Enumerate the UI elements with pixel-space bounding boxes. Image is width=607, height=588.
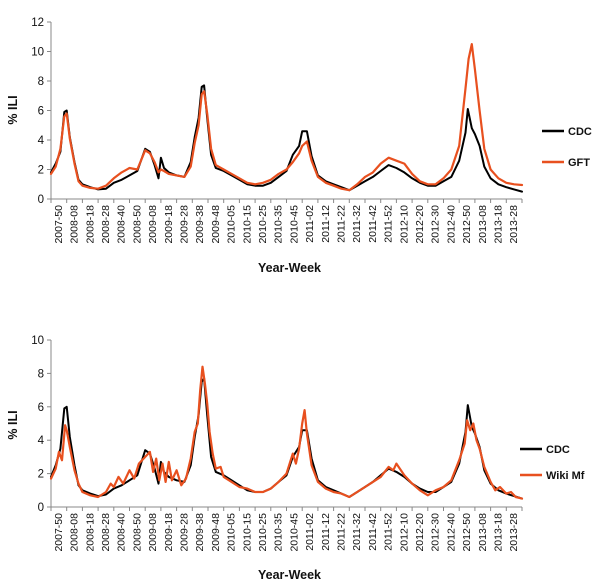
x-tick-label: 2009-08 — [147, 205, 159, 244]
x-tick-label: 2008-50 — [131, 513, 143, 552]
x-tick-label: 2012-30 — [430, 205, 442, 244]
x-tick-label: 2010-05 — [226, 513, 238, 552]
y-tick-label: 10 — [31, 335, 44, 347]
x-tick-label: 2009-18 — [163, 205, 175, 244]
x-tick-label: 2009-48 — [210, 205, 222, 244]
series-line-cdc — [50, 84, 523, 193]
x-tick-label: 2011-12 — [320, 205, 332, 243]
y-tick-label: 12 — [31, 17, 44, 29]
x-tick-label: 2010-45 — [288, 205, 300, 244]
x-tick-label: 2012-30 — [430, 513, 442, 552]
y-tick-label: 0 — [38, 194, 44, 206]
y-tick-label: 8 — [38, 76, 44, 88]
legend-label: GFT — [568, 157, 590, 169]
x-tick-label: 2012-50 — [461, 513, 473, 552]
x-tick-label: 2010-05 — [226, 205, 238, 244]
chart-panel-gft: 0 2 4 6 8 10 12 2007-50 2008-08 2008-18 2008-28 200… — [6, 17, 592, 275]
x-tick-label: 2011-32 — [351, 205, 363, 243]
x-tick-label: 2012-10 — [398, 513, 410, 552]
x-tick-label: 2008-08 — [69, 205, 81, 244]
x-tick-label: 2010-35 — [273, 205, 285, 244]
chart-panel-wiki: 0 2 4 6 8 10 2007-50 2008-08 2008-18 2008-28 2008-… — [6, 335, 585, 582]
x-tick-label: 2011-32 — [351, 513, 363, 551]
x-tick-label: 2010-45 — [288, 513, 300, 552]
y-tick-label: 10 — [31, 47, 44, 59]
x-axis-title: Year-Week — [258, 261, 321, 275]
x-tick-label: 2008-40 — [116, 205, 128, 244]
x-tick-label: 2012-20 — [414, 205, 426, 244]
x-tick-label: 2013-28 — [508, 513, 520, 552]
x-tick-label: 2013-18 — [492, 513, 504, 552]
y-tick-label: 4 — [38, 135, 45, 147]
x-tick-label: 2009-48 — [210, 513, 222, 552]
y-tick-label: 6 — [38, 106, 44, 118]
x-tick-label: 2009-28 — [178, 205, 190, 244]
x-tick-label: 2009-18 — [163, 513, 175, 552]
y-tick-label: 2 — [38, 469, 44, 481]
x-tick-label: 2009-08 — [147, 513, 159, 552]
x-tick-label: 2012-40 — [445, 205, 457, 244]
y-tick-label: 2 — [38, 165, 44, 177]
x-tick-label: 2011-52 — [383, 205, 395, 243]
x-tick-label: 2011-12 — [320, 513, 332, 551]
x-tick-label: 2008-40 — [116, 513, 128, 552]
x-tick-label: 2007-50 — [53, 205, 65, 244]
x-tick-label: 2010-25 — [257, 205, 269, 244]
x-tick-label: 2008-28 — [100, 205, 112, 244]
x-tick-label: 2011-52 — [383, 513, 395, 551]
x-tick-label: 2008-28 — [100, 513, 112, 552]
x-tick-label: 2013-08 — [477, 513, 489, 552]
x-tick-label: 2011-02 — [304, 513, 316, 551]
series-line-gft — [49, 43, 524, 192]
x-tick-label: 2008-50 — [131, 205, 143, 244]
x-tick-label: 2008-18 — [84, 205, 96, 244]
x-tick-label: 2011-22 — [335, 513, 347, 551]
x-tick-label: 2011-42 — [367, 513, 379, 551]
legend-label: Wiki Mf — [546, 470, 585, 482]
x-tick-label: 2013-28 — [508, 205, 520, 244]
x-tick-label: 2011-22 — [335, 205, 347, 243]
x-tick-label: 2010-15 — [241, 205, 253, 244]
x-tick-label: 2009-38 — [194, 513, 206, 552]
x-tick-label: 2012-10 — [398, 205, 410, 244]
x-tick-label: 2010-25 — [257, 513, 269, 552]
x-tick-label: 2013-18 — [492, 205, 504, 244]
x-tick-label: 2007-50 — [53, 513, 65, 552]
y-axis-title: % ILI — [6, 410, 20, 439]
x-tick-label: 2008-18 — [84, 513, 96, 552]
x-tick-label: 2011-02 — [304, 205, 316, 243]
x-axis-title: Year-Week — [258, 568, 321, 582]
x-tick-label: 2012-20 — [414, 513, 426, 552]
y-axis-title: % ILI — [6, 95, 20, 124]
legend-label: CDC — [568, 126, 592, 138]
legend-label: CDC — [546, 444, 570, 456]
x-tick-label: 2011-42 — [367, 205, 379, 243]
series-line-wiki-mf — [49, 365, 524, 500]
x-tick-label: 2012-50 — [461, 205, 473, 244]
x-tick-label: 2010-35 — [273, 513, 285, 552]
y-tick-label: 0 — [38, 502, 44, 514]
x-tick-label: 2008-08 — [69, 513, 81, 552]
x-tick-label: 2012-40 — [445, 513, 457, 552]
x-tick-label: 2009-38 — [194, 205, 206, 244]
y-tick-label: 4 — [38, 435, 45, 447]
x-tick-label: 2009-28 — [178, 513, 190, 552]
y-tick-label: 6 — [38, 402, 44, 414]
x-tick-label: 2010-15 — [241, 513, 253, 552]
x-tick-label: 2013-08 — [477, 205, 489, 244]
y-tick-label: 8 — [38, 368, 44, 380]
